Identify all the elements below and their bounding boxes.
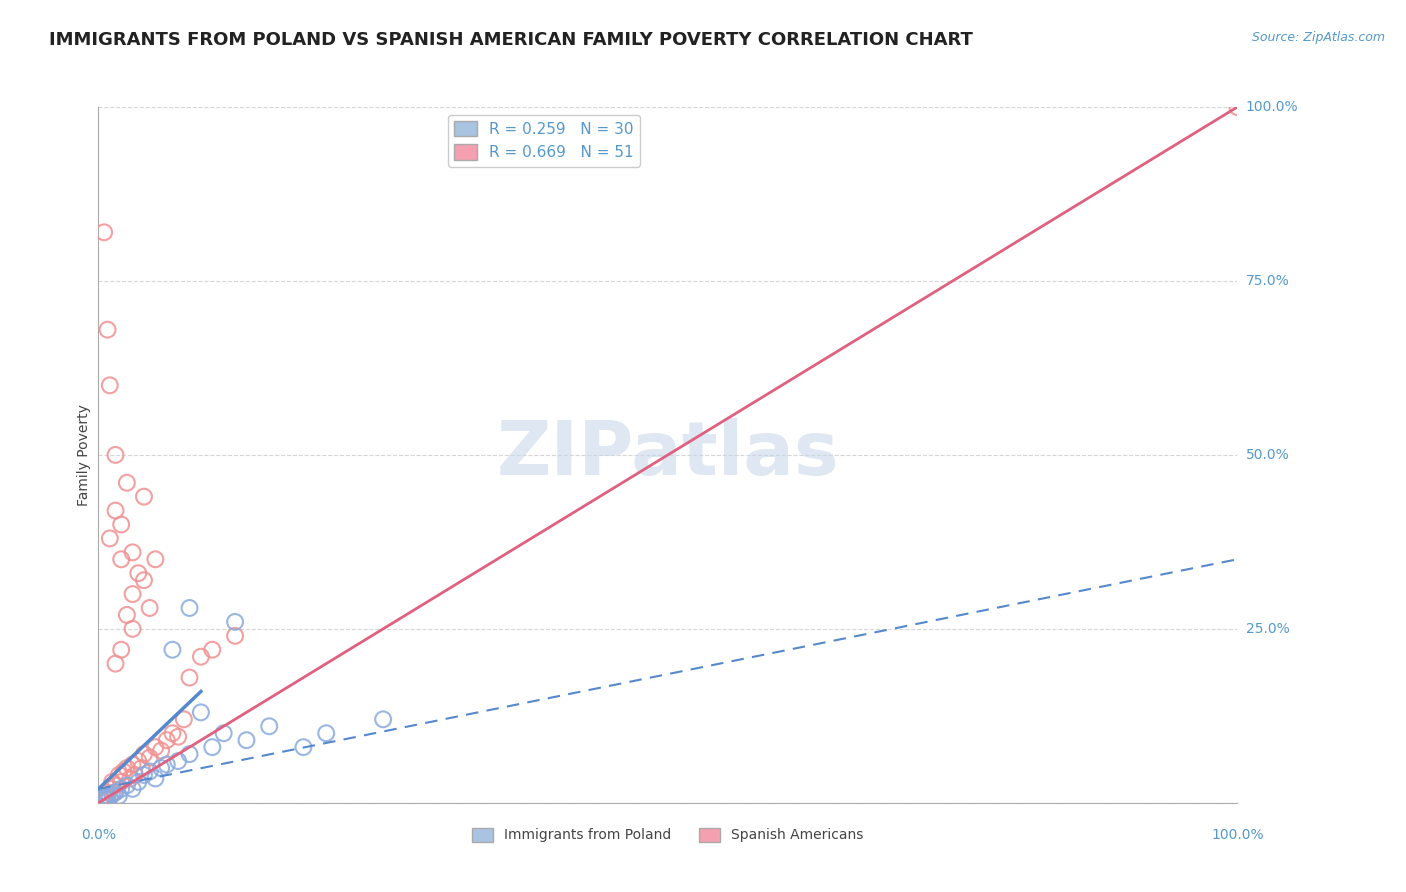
Point: [96, 789, 118, 803]
Point: [96, 792, 118, 806]
Legend: Immigrants from Poland, Spanish Americans: Immigrants from Poland, Spanish American…: [467, 822, 869, 848]
Point: [132, 490, 155, 504]
Point: [121, 757, 143, 772]
Point: [224, 629, 246, 643]
Point: [224, 615, 246, 629]
Text: IMMIGRANTS FROM POLAND VS SPANISH AMERICAN FAMILY POVERTY CORRELATION CHART: IMMIGRANTS FROM POLAND VS SPANISH AMERIC…: [49, 31, 973, 49]
Point: [110, 781, 132, 796]
Point: [91, 789, 114, 803]
Point: [315, 726, 337, 740]
Point: [167, 730, 190, 744]
Point: [90, 792, 112, 806]
Point: [101, 788, 124, 802]
Point: [121, 622, 143, 636]
Point: [150, 744, 173, 758]
Point: [98, 781, 121, 796]
Point: [1226, 100, 1249, 114]
Point: [201, 642, 224, 657]
Point: [121, 781, 143, 796]
Point: [259, 719, 281, 733]
Point: [115, 475, 138, 490]
Point: [131, 761, 153, 775]
Point: [179, 601, 201, 615]
Point: [124, 768, 146, 782]
Point: [201, 740, 224, 755]
Point: [108, 789, 131, 803]
Point: [115, 761, 138, 775]
Point: [121, 545, 143, 559]
Point: [138, 601, 160, 615]
Point: [190, 706, 212, 720]
Point: [179, 747, 201, 761]
Point: [212, 726, 235, 740]
Point: [94, 790, 117, 805]
Point: [127, 566, 149, 581]
Point: [104, 778, 127, 793]
Text: ZIPatlas: ZIPatlas: [496, 418, 839, 491]
Point: [235, 733, 257, 747]
Point: [98, 532, 121, 546]
Point: [110, 775, 132, 789]
Point: [179, 671, 201, 685]
Point: [150, 761, 173, 775]
Text: 50.0%: 50.0%: [1246, 448, 1289, 462]
Point: [110, 642, 132, 657]
Point: [110, 552, 132, 566]
Text: 0.0%: 0.0%: [82, 828, 115, 842]
Point: [112, 764, 135, 779]
Text: Source: ZipAtlas.com: Source: ZipAtlas.com: [1251, 31, 1385, 45]
Point: [167, 754, 190, 768]
Text: 100.0%: 100.0%: [1246, 100, 1298, 114]
Point: [132, 573, 155, 587]
Point: [108, 768, 131, 782]
Point: [93, 790, 115, 805]
Point: [115, 607, 138, 622]
Point: [145, 552, 167, 566]
Point: [190, 649, 212, 664]
Point: [162, 726, 184, 740]
Point: [101, 775, 124, 789]
Point: [127, 775, 149, 789]
Point: [104, 785, 127, 799]
Text: 75.0%: 75.0%: [1246, 274, 1289, 288]
Point: [156, 733, 179, 747]
Point: [120, 772, 142, 786]
Text: 25.0%: 25.0%: [1246, 622, 1289, 636]
Point: [138, 750, 160, 764]
Point: [104, 657, 127, 671]
Point: [121, 587, 143, 601]
Point: [104, 448, 127, 462]
Point: [98, 378, 121, 392]
Point: [104, 503, 127, 517]
Point: [292, 740, 315, 755]
Point: [103, 785, 125, 799]
Y-axis label: Family Poverty: Family Poverty: [77, 404, 91, 506]
Point: [162, 642, 184, 657]
Point: [145, 740, 167, 755]
Text: 100.0%: 100.0%: [1211, 828, 1264, 842]
Point: [156, 757, 179, 772]
Point: [173, 712, 195, 726]
Point: [96, 785, 118, 799]
Point: [127, 754, 149, 768]
Point: [96, 323, 118, 337]
Point: [110, 517, 132, 532]
Point: [145, 772, 167, 786]
Point: [371, 712, 394, 726]
Point: [90, 792, 112, 806]
Point: [138, 764, 160, 779]
Point: [132, 747, 155, 761]
Point: [96, 792, 118, 806]
Point: [132, 768, 155, 782]
Point: [98, 790, 121, 805]
Point: [93, 225, 115, 239]
Point: [115, 778, 138, 793]
